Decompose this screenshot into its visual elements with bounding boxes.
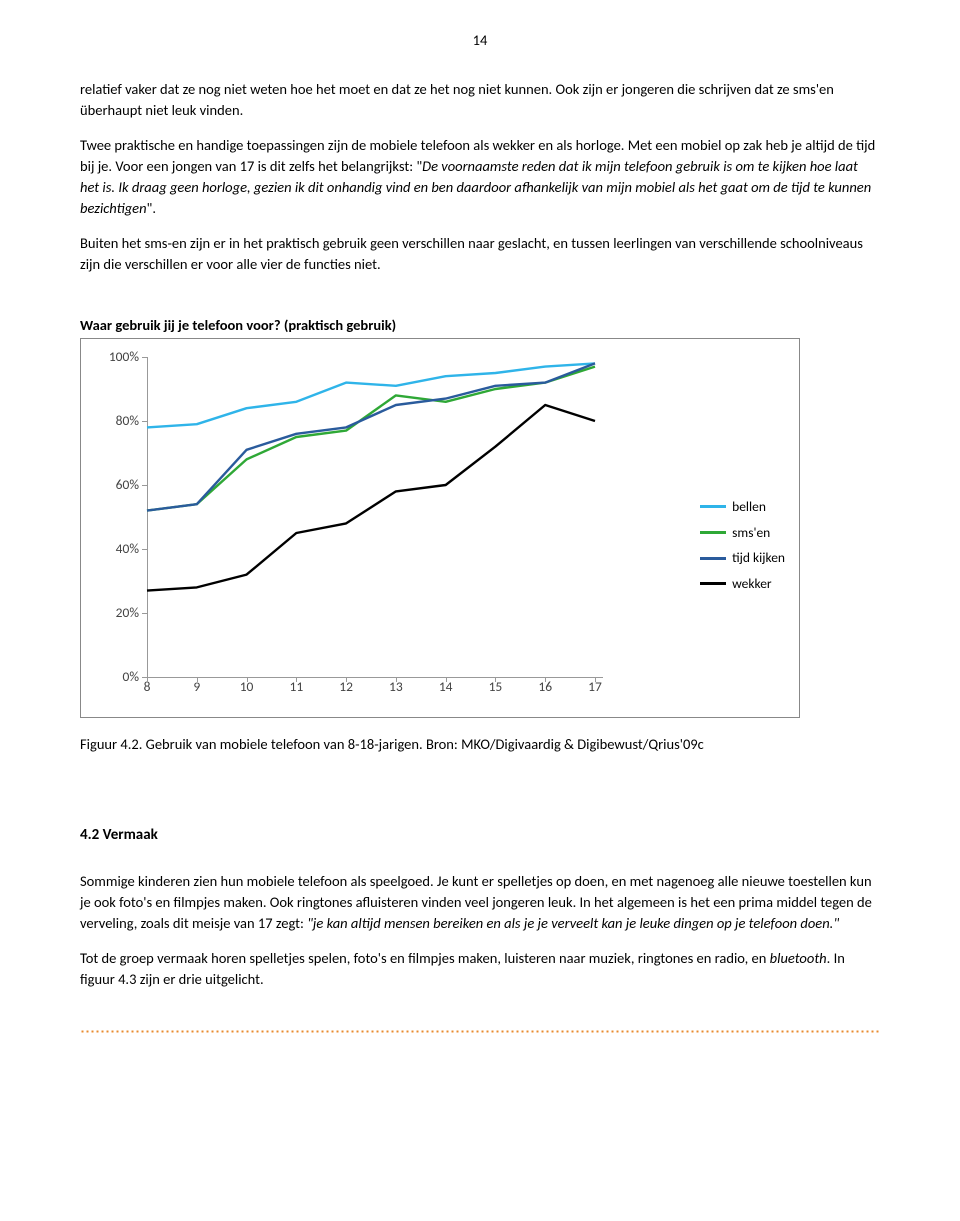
para5-text-a: Tot de groep vermaak horen spelletjes sp… (80, 949, 770, 967)
legend-label: wekker (732, 571, 772, 597)
footer-dots (80, 1030, 880, 1033)
page-number: 14 (80, 30, 880, 51)
chart-container: 0%20%40%60%80%100%891011121314151617bell… (80, 338, 800, 718)
paragraph-4: Sommige kinderen zien hun mobiele telefo… (80, 871, 880, 934)
para2-text-b: ". (147, 199, 156, 217)
chart-caption: Figuur 4.2. Gebruik van mobiele telefoon… (80, 734, 880, 755)
paragraph-5: Tot de groep vermaak horen spelletjes sp… (80, 948, 880, 990)
legend-item: sms'en (700, 520, 785, 546)
legend-swatch (700, 531, 726, 534)
legend-swatch (700, 582, 726, 585)
legend-swatch (700, 505, 726, 508)
legend-item: tijd kijken (700, 545, 785, 571)
paragraph-2: Twee praktische en handige toepassingen … (80, 135, 880, 219)
paragraph-1: relatief vaker dat ze nog niet weten hoe… (80, 79, 880, 121)
chart-legend: bellensms'entijd kijkenwekker (700, 494, 785, 597)
section-heading: 4.2 Vermaak (80, 825, 880, 847)
legend-item: wekker (700, 571, 785, 597)
para4-quote: "je kan altijd mensen bereiken en als je… (307, 914, 839, 932)
legend-label: bellen (732, 494, 766, 520)
paragraph-3: Buiten het sms-en zijn er in het praktis… (80, 233, 880, 275)
para5-italic: bluetooth (770, 949, 827, 967)
legend-item: bellen (700, 494, 785, 520)
legend-label: sms'en (732, 520, 770, 546)
chart-title: Waar gebruik jij je telefoon voor? (prak… (80, 315, 880, 336)
legend-swatch (700, 557, 726, 560)
legend-label: tijd kijken (732, 545, 785, 571)
chart-lines (95, 349, 615, 687)
